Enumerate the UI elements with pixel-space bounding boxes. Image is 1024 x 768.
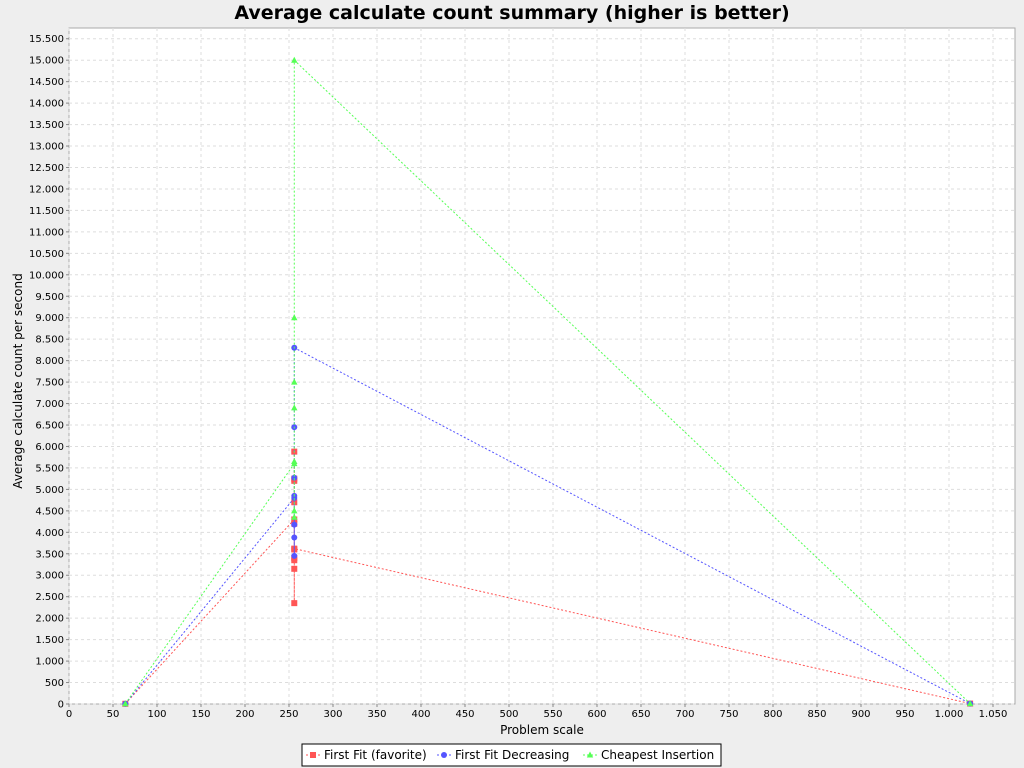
y-tick-label: 0 [58,700,64,711]
x-tick-label: 900 [851,709,870,720]
data-point [291,521,298,528]
x-tick-label: 250 [279,709,298,720]
y-tick-label: 8.000 [35,356,64,367]
y-tick-label: 5.000 [35,485,64,496]
x-tick-label: 1.000 [935,709,964,720]
y-tick-label: 7.500 [35,378,64,389]
series-line [124,59,971,705]
axes: 0 50 100 150 200 250 300 350 400 450 500 550 600 650 7… [29,34,1007,720]
y-tick-label: 15.500 [29,34,64,45]
y-tick-label: 14.500 [29,77,64,88]
x-tick-label: 850 [807,709,826,720]
y-tick-label: 9.000 [35,313,64,324]
data-point [291,565,298,572]
y-axis-label: Average calculate count per second [11,273,25,488]
data-point [291,378,298,385]
x-tick-label: 950 [895,709,914,720]
data-point [291,457,298,464]
y-tick-label: 11.000 [29,227,64,238]
data-point [291,534,298,541]
data-point [291,474,298,481]
y-tick-label: 4.000 [35,528,64,539]
y-tick-label: 12.000 [29,184,64,195]
x-tick-label: 500 [499,709,518,720]
y-tick-label: 11.500 [29,206,64,217]
x-tick-label: 200 [235,709,254,720]
x-tick-label: 600 [587,709,606,720]
x-tick-label: 400 [411,709,430,720]
x-tick-label: 750 [719,709,738,720]
data-point [291,507,298,514]
legend-label: Cheapest Insertion [601,748,714,762]
x-tick-label: 0 [66,709,72,720]
y-tick-label: 6.500 [35,421,64,432]
data-point [291,404,298,411]
y-tick-label: 10.500 [29,249,64,260]
y-tick-label: 500 [45,678,64,689]
y-tick-label: 9.500 [35,292,64,303]
legend-box [301,743,722,767]
y-tick-label: 1.500 [35,635,64,646]
x-tick-label: 1.050 [979,709,1008,720]
legend-label: First Fit (favorite) [324,748,427,762]
legend-marker [441,752,447,758]
x-tick-label: 700 [675,709,694,720]
legend-marker [586,751,594,758]
grid [68,28,1015,705]
chart-title: Average calculate count summary (higher … [234,2,789,24]
data-point [122,700,129,707]
x-tick-label: 650 [631,709,650,720]
x-tick-label: 300 [323,709,342,720]
series-layer [122,56,974,707]
y-tick-label: 10.000 [29,270,64,281]
y-tick-label: 13.500 [29,120,64,131]
y-tick-label: 13.000 [29,142,64,153]
y-tick-label: 3.000 [35,571,64,582]
y-tick-label: 15.000 [29,56,64,67]
x-axis-label: Problem scale [500,723,584,737]
legend: First Fit (favorite) First Fit Decreasing… [301,743,722,767]
y-tick-label: 6.000 [35,442,64,453]
y-tick-label: 5.500 [35,463,64,474]
data-point [291,314,298,321]
x-tick-label: 350 [367,709,386,720]
y-tick-label: 1.000 [35,657,64,668]
y-tick-label: 4.500 [35,506,64,517]
x-tick-label: 450 [455,709,474,720]
y-tick-label: 2.000 [35,614,64,625]
y-tick-label: 12.500 [29,163,64,174]
data-point [291,552,298,559]
y-tick-label: 14.000 [29,99,64,110]
y-tick-label: 3.500 [35,549,64,560]
data-point [966,700,974,707]
legend-label: First Fit Decreasing [455,748,569,762]
x-tick-label: 150 [191,709,210,720]
series-2 [122,56,974,707]
y-tick-label: 8.500 [35,335,64,346]
plot-area [68,27,1016,705]
x-tick-label: 100 [147,709,166,720]
x-tick-label: 550 [543,709,562,720]
data-point [291,56,298,63]
y-tick-label: 2.500 [35,592,64,603]
data-point [291,600,298,607]
x-tick-label: 50 [107,709,120,720]
y-tick-label: 7.000 [35,399,64,410]
legend-marker [310,752,316,758]
x-tick-label: 800 [763,709,782,720]
data-point [291,513,298,520]
